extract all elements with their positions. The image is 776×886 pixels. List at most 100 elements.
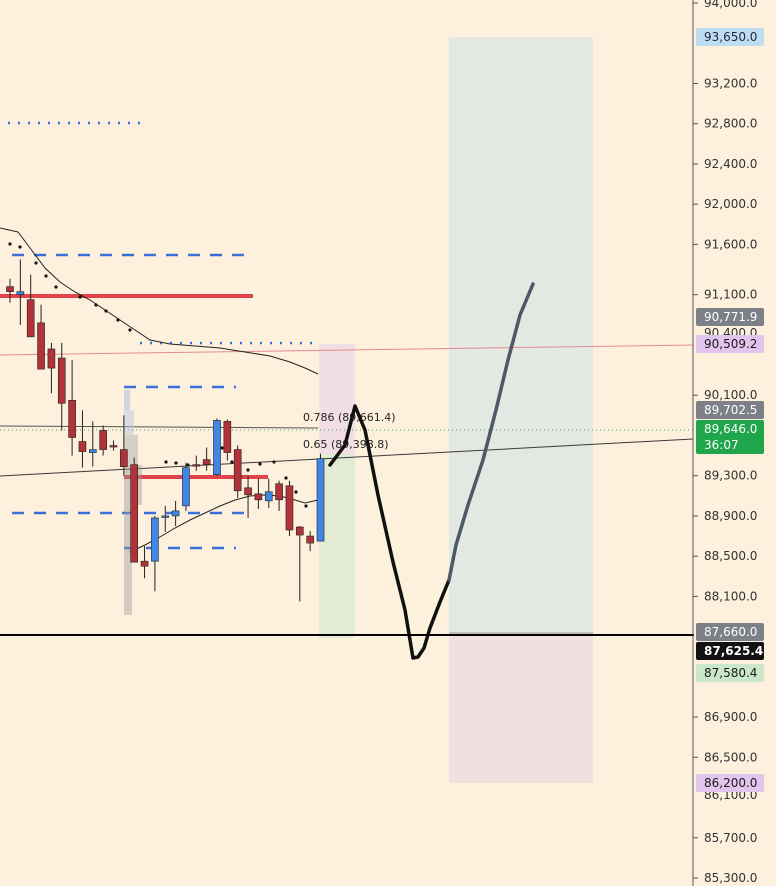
price-badge bbox=[696, 664, 764, 682]
candle-down[interactable] bbox=[47, 348, 56, 369]
y-tick-label: 88,500.0 bbox=[704, 549, 757, 563]
price-badge-text: 90,771.9 bbox=[704, 310, 757, 324]
price-badge bbox=[696, 642, 764, 660]
dot-marker bbox=[54, 285, 58, 289]
candle-down[interactable] bbox=[37, 322, 45, 370]
stop-zone[interactable] bbox=[449, 633, 593, 783]
dot-marker bbox=[284, 476, 288, 480]
price-badge-text: 36:07 bbox=[704, 438, 739, 452]
y-tick-label: 85,300.0 bbox=[704, 871, 757, 885]
dot-marker bbox=[116, 318, 120, 322]
dot-marker bbox=[8, 242, 12, 246]
dot-marker bbox=[246, 468, 250, 472]
thin-red-trendline bbox=[0, 344, 694, 356]
projection-line-up bbox=[447, 282, 535, 582]
projection-line bbox=[328, 404, 451, 660]
price-badge-text: 89,646.0 bbox=[704, 422, 757, 436]
candle-down[interactable] bbox=[68, 399, 76, 438]
dot-marker bbox=[164, 460, 168, 464]
target-zone[interactable] bbox=[449, 37, 593, 633]
candle-up[interactable] bbox=[171, 510, 180, 517]
candle-down[interactable] bbox=[6, 286, 14, 292]
candle-up[interactable] bbox=[89, 449, 97, 453]
candle-up[interactable] bbox=[182, 467, 190, 507]
dark-level bbox=[0, 425, 319, 429]
dot-marker bbox=[304, 504, 308, 508]
dot-series bbox=[8, 242, 308, 508]
candle-down[interactable] bbox=[202, 459, 211, 465]
y-tick-label: 88,100.0 bbox=[704, 589, 757, 603]
y-tick-label: 94,000.0 bbox=[704, 0, 757, 10]
y-tick-label: 86,500.0 bbox=[704, 750, 757, 764]
thin-dark-trendline bbox=[0, 438, 694, 477]
price-badge bbox=[696, 623, 764, 641]
price-badge-text: 87,660.0 bbox=[704, 625, 757, 639]
small-target-zone bbox=[319, 454, 355, 638]
moving-average-upper bbox=[0, 227, 319, 375]
candle-up[interactable] bbox=[213, 420, 221, 475]
candle-down[interactable] bbox=[254, 493, 263, 501]
dot-marker bbox=[34, 261, 38, 265]
price-badge bbox=[696, 401, 764, 419]
candle-up[interactable] bbox=[161, 515, 170, 518]
fib-label-0786: 0.786 (89,661.4) bbox=[303, 411, 396, 424]
y-tick-label: 85,700.0 bbox=[704, 831, 757, 845]
dot-marker bbox=[104, 309, 108, 313]
candle-down[interactable] bbox=[192, 464, 201, 467]
dot-marker bbox=[18, 245, 22, 249]
price-badge-text: 89,702.5 bbox=[704, 403, 757, 417]
price-badge-text: 87,580.4 bbox=[704, 666, 757, 680]
price-badge-text: 93,650.0 bbox=[704, 30, 757, 44]
y-tick-label: 86,900.0 bbox=[704, 710, 757, 724]
candle-down[interactable] bbox=[99, 430, 107, 450]
candle-down[interactable] bbox=[130, 464, 138, 563]
y-tick-label: 92,000.0 bbox=[704, 197, 757, 211]
y-axis-ticks: 94,000.0 93,200.0 92,800.0 92,400.0 92,000.0… bbox=[693, 0, 757, 885]
dot-marker bbox=[94, 303, 98, 307]
candle-down[interactable] bbox=[120, 449, 128, 467]
y-tick-label: 88,900.0 bbox=[704, 509, 757, 523]
candle-down[interactable] bbox=[244, 487, 252, 496]
price-badge bbox=[696, 335, 764, 353]
y-tick-label: 91,100.0 bbox=[704, 288, 757, 302]
candle-up[interactable] bbox=[16, 291, 25, 295]
candle-down[interactable] bbox=[140, 560, 149, 567]
y-tick-label: 92,400.0 bbox=[704, 157, 757, 171]
y-tick-label: 90,100.0 bbox=[704, 388, 757, 402]
price-badge bbox=[696, 436, 764, 454]
candle-up[interactable] bbox=[316, 458, 325, 542]
candle-down[interactable] bbox=[78, 441, 87, 452]
dot-marker bbox=[294, 490, 298, 494]
candle-up[interactable] bbox=[264, 491, 273, 502]
dot-marker bbox=[258, 462, 262, 466]
price-badge-text: 90,509.2 bbox=[704, 337, 757, 351]
y-tick-label: 91,600.0 bbox=[704, 237, 757, 251]
candle-down[interactable] bbox=[295, 526, 304, 536]
price-badges: 93,650.0 90,771.9 90,509.2 89,702.5 89,646.0… bbox=[696, 28, 764, 792]
candle-up[interactable] bbox=[151, 517, 159, 562]
y-tick-label: 93,200.0 bbox=[704, 76, 757, 90]
dot-marker bbox=[186, 463, 190, 467]
candle-down[interactable] bbox=[57, 357, 66, 404]
candle-down[interactable] bbox=[275, 483, 283, 501]
dot-marker bbox=[230, 460, 234, 464]
price-badge-text: 87,625.4 bbox=[704, 644, 763, 658]
candle-down[interactable] bbox=[233, 449, 242, 492]
candle-down[interactable] bbox=[285, 485, 294, 531]
dot-marker bbox=[44, 274, 48, 278]
price-badge bbox=[696, 420, 764, 438]
candle-down[interactable] bbox=[306, 535, 314, 544]
candles bbox=[6, 259, 325, 602]
y-tick-label: 89,300.0 bbox=[704, 469, 757, 483]
price-badge bbox=[696, 308, 764, 326]
price-badge-text: 86,200.0 bbox=[704, 776, 757, 790]
candle-down[interactable] bbox=[109, 445, 118, 448]
price-badge bbox=[696, 774, 764, 792]
dot-marker bbox=[272, 460, 276, 464]
y-tick-label: 92,800.0 bbox=[704, 117, 757, 131]
candle-down[interactable] bbox=[26, 299, 35, 338]
candle-down[interactable] bbox=[223, 421, 232, 453]
